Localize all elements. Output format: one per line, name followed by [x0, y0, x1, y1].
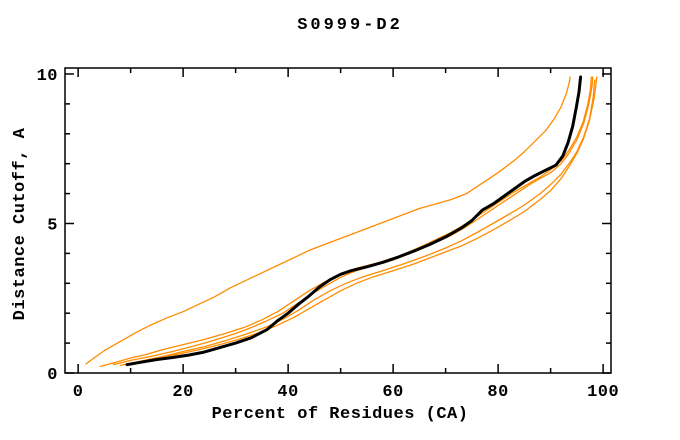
curve-prediction-5 — [139, 76, 598, 363]
x-axis-label: Percent of Residues (CA) — [212, 405, 469, 424]
tick-labels-layer: 0 20 40 60 80 100 0 5 10 — [37, 67, 619, 402]
plot-border — [64, 67, 612, 374]
curve-highlighted-model — [125, 75, 583, 367]
chart-title: S0999-D2 — [297, 16, 403, 35]
x-tick-label: 80 — [487, 383, 508, 402]
curve-prediction-2 — [99, 76, 592, 368]
y-tick-label: 5 — [47, 216, 58, 235]
y-axis-label: Distance Cutoff, A — [11, 127, 30, 320]
y-tick-label: 0 — [47, 366, 58, 385]
x-tick-label: 60 — [382, 383, 403, 402]
x-tick-label: 40 — [277, 383, 298, 402]
curve-prediction-4 — [119, 79, 596, 367]
plot-frame — [64, 67, 612, 374]
x-tick-label: 0 — [73, 383, 84, 402]
curves-layer — [85, 75, 598, 368]
x-tick-label: 20 — [172, 383, 193, 402]
y-tick-label: 10 — [37, 67, 58, 86]
curve-prediction-3 — [112, 76, 594, 366]
curve-prediction-1 — [85, 76, 571, 365]
x-tick-label: 100 — [587, 383, 619, 402]
